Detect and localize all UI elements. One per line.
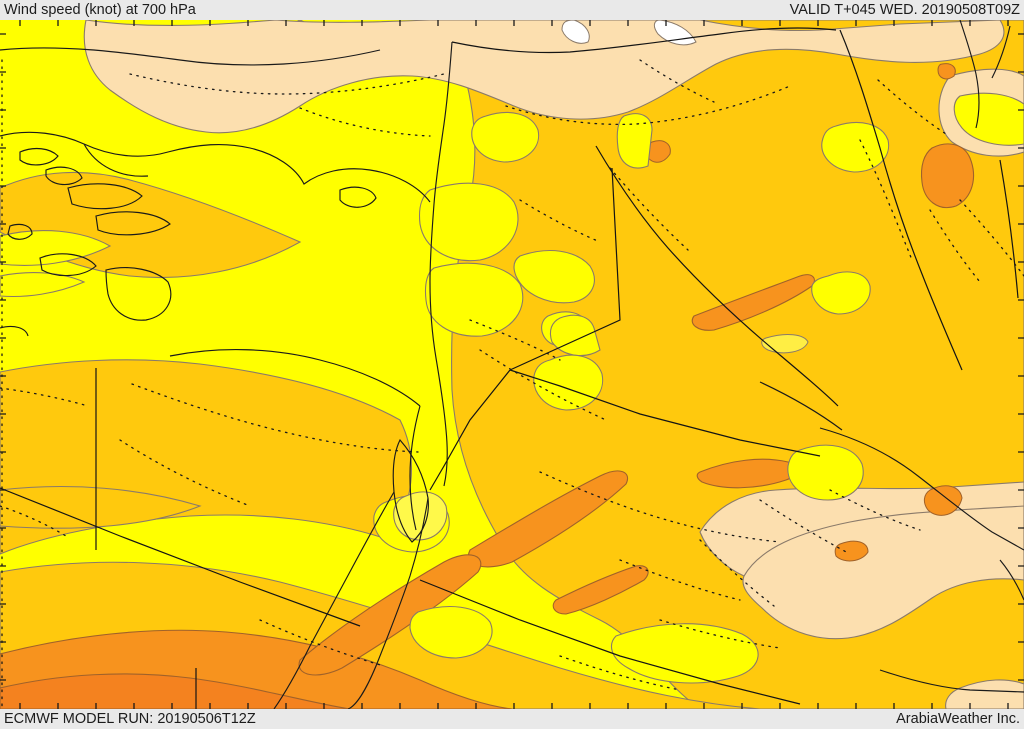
valid-time-label: VALID T+045 WED. 20190508T09Z [789, 2, 1020, 18]
map-title: Wind speed (knot) at 700 hPa [4, 2, 196, 18]
model-run-label: ECMWF MODEL RUN: 20190506T12Z [4, 711, 256, 727]
map-footer-bar: ECMWF MODEL RUN: 20190506T12Z ArabiaWeat… [0, 709, 1024, 729]
wind-speed-contour-plot [0, 20, 1024, 709]
map-canvas[interactable] [0, 20, 1024, 709]
map-header-bar: Wind speed (knot) at 700 hPa VALID T+045… [0, 0, 1024, 20]
coastlines-layer [0, 20, 1024, 709]
credit-label: ArabiaWeather Inc. [896, 711, 1020, 727]
graticule-ticks [0, 20, 1024, 709]
contour-inlier-low-patches [0, 92, 1024, 684]
dotted-borders-layer [0, 59, 1024, 709]
national-borders-layer [0, 27, 1019, 709]
